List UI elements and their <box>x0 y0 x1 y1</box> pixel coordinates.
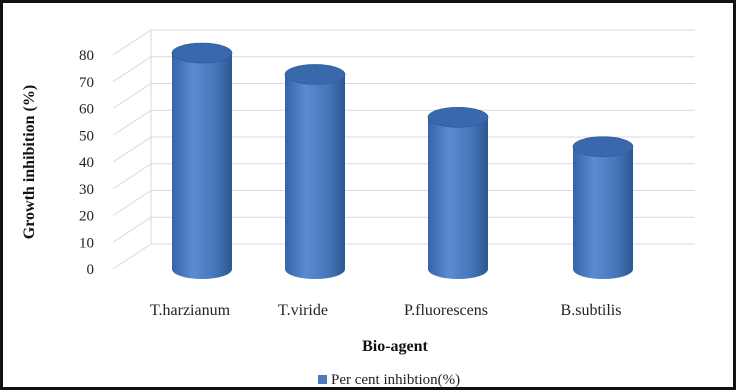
y-axis-title: Growth inhibition (%) <box>21 85 38 239</box>
x-tick-label: B.subtilis <box>561 302 622 319</box>
gridlines <box>112 29 695 270</box>
legend-label: Per cent inhibtion(%) <box>331 372 460 388</box>
bar-body <box>285 74 345 279</box>
y-tick-label: 60 <box>79 102 94 118</box>
bar-top <box>284 64 346 85</box>
bar <box>284 64 346 279</box>
bar-body <box>428 117 488 279</box>
x-tick-label: T.harzianum <box>150 302 231 319</box>
bar <box>572 136 634 279</box>
x-tick-label: T.viride <box>278 302 328 319</box>
bar-top <box>171 42 233 64</box>
y-tick-label: 40 <box>79 155 94 171</box>
bar-top <box>572 136 634 157</box>
bar <box>171 42 233 279</box>
y-tick-label: 80 <box>79 48 94 64</box>
bars <box>171 42 634 279</box>
y-tick-label: 50 <box>79 128 94 144</box>
legend-swatch <box>318 375 327 384</box>
y-tick-label: 0 <box>87 262 95 278</box>
y-tick-label: 70 <box>79 75 94 91</box>
bar-top <box>427 106 489 128</box>
bar-body <box>573 146 633 279</box>
x-axis-ticks: T.harzianum T.viride P.fluorescens B.subtil… <box>150 302 622 319</box>
x-axis-title: Bio-agent <box>362 338 428 355</box>
bar <box>427 106 489 279</box>
y-axis-ticks: 0 10 20 30 40 50 60 70 80 <box>79 48 94 278</box>
x-tick-label: P.fluorescens <box>404 302 488 319</box>
y-tick-label: 30 <box>79 182 94 198</box>
legend: Per cent inhibtion(%) <box>318 372 460 388</box>
y-tick-label: 10 <box>79 235 94 251</box>
y-tick-label: 20 <box>79 209 94 225</box>
bar-body <box>172 53 232 279</box>
